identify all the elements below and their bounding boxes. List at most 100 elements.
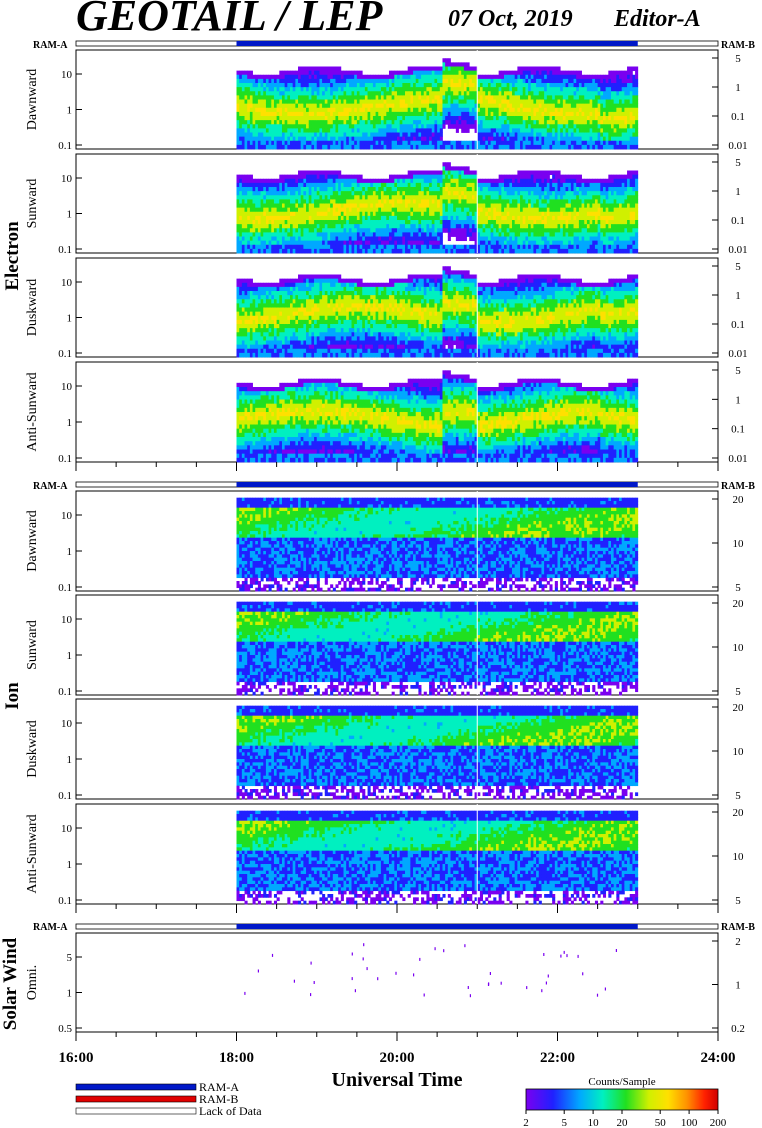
- spectrogram-cell: [271, 108, 274, 113]
- spectrogram-cell: [306, 95, 309, 100]
- spectrogram-cell: [341, 91, 344, 96]
- spectrogram-cell: [261, 108, 264, 113]
- spectrogram-cell: [237, 71, 240, 76]
- spectrogram-cell: [261, 116, 264, 121]
- spectrogram-cell: [279, 133, 282, 138]
- spectrogram-cell: [368, 100, 371, 105]
- spectrogram-cell: [303, 145, 306, 150]
- spectrogram-cell: [352, 87, 355, 92]
- spectrogram-cell: [335, 100, 338, 105]
- spectrogram-cell: [311, 104, 314, 109]
- spectrogram-cell: [368, 124, 371, 129]
- spectrogram-cell: [269, 75, 272, 80]
- spectrogram-cell: [279, 112, 282, 117]
- spectrogram-cell: [327, 104, 330, 109]
- spectrogram-cell: [277, 83, 280, 88]
- spectrogram-cell: [245, 87, 248, 92]
- spectrogram-cell: [266, 83, 269, 88]
- spectrogram-cell: [325, 145, 328, 150]
- spectrogram-cell: [314, 71, 317, 76]
- spectrogram-cell: [360, 120, 363, 125]
- spectrogram-cell: [357, 83, 360, 88]
- spectrogram-cell: [271, 79, 274, 84]
- spectrogram-cell: [287, 145, 290, 150]
- spectrogram-cell: [376, 137, 379, 142]
- spectrogram-cell: [317, 87, 320, 92]
- spectrogram-cell: [384, 145, 387, 150]
- spectrogram-cell: [303, 100, 306, 105]
- spectrogram-cell: [370, 87, 373, 92]
- spectrogram-cell: [333, 71, 336, 76]
- spectrogram-cell: [325, 116, 328, 121]
- spectrogram-cell: [381, 133, 384, 138]
- spectrogram-cell: [319, 79, 322, 84]
- spectrogram-cell: [373, 124, 376, 129]
- spectrogram-cell: [357, 124, 360, 129]
- spectrogram-cell: [261, 137, 264, 142]
- spectrogram-cell: [250, 112, 253, 117]
- spectrogram-cell: [357, 116, 360, 121]
- coverage-bar-electron: RAM-A RAM-B: [33, 40, 755, 51]
- spectrogram-cell: [386, 141, 389, 146]
- spectrogram-cell: [325, 120, 328, 125]
- spectrogram-cell: [322, 145, 325, 150]
- spectrogram-cell: [253, 128, 256, 133]
- spectrogram-cell: [381, 75, 384, 80]
- spectrogram-cell: [386, 100, 389, 105]
- spectrogram-cell: [333, 128, 336, 133]
- spectrogram-cell: [344, 108, 347, 113]
- spectrogram-cell: [392, 87, 395, 92]
- spectrogram-cell: [381, 137, 384, 142]
- spectrogram-cell: [290, 91, 293, 96]
- spectrogram-cell: [378, 91, 381, 96]
- spectrogram-cell: [311, 128, 314, 133]
- spectrogram-cell: [309, 87, 312, 92]
- spectrogram-cell: [306, 87, 309, 92]
- spectrogram-cell: [314, 120, 317, 125]
- spectrogram-cell: [384, 124, 387, 129]
- spectrogram-cell: [333, 67, 336, 72]
- spectrogram-cell: [279, 91, 282, 96]
- spectrogram-cell: [319, 83, 322, 88]
- spectrogram-cell: [317, 67, 320, 72]
- spectrogram-cell: [303, 83, 306, 88]
- spectrogram-cell: [384, 137, 387, 142]
- spectrogram-cell: [306, 79, 309, 84]
- spectrogram-cell: [269, 112, 272, 117]
- spectrogram-cell: [338, 83, 341, 88]
- spectrogram-cell: [306, 128, 309, 133]
- spectrogram-cell: [266, 104, 269, 109]
- spectrogram-cell: [354, 91, 357, 96]
- spectrogram-cell: [384, 116, 387, 121]
- spectrogram-cell: [293, 79, 296, 84]
- spectrogram-cell: [242, 75, 245, 80]
- spectrogram-cell: [269, 100, 272, 105]
- spectrogram-cell: [306, 71, 309, 76]
- spectrogram-cell: [295, 100, 298, 105]
- spectrogram-cell: [266, 120, 269, 125]
- spectrogram-cell: [381, 120, 384, 125]
- spectrogram-cell: [279, 116, 282, 121]
- spectrogram-cell: [237, 100, 240, 105]
- spectrogram-cell: [245, 141, 248, 146]
- spectrogram-cell: [365, 137, 368, 142]
- spectrogram-cell: [373, 112, 376, 117]
- spectrogram-cell: [298, 128, 301, 133]
- spectrogram-cell: [341, 137, 344, 142]
- spectrogram-cell: [309, 83, 312, 88]
- spectrogram-cell: [282, 116, 285, 121]
- spectrogram-cell: [250, 145, 253, 150]
- spectrogram-cell: [258, 91, 261, 96]
- spectrogram-cell: [261, 83, 264, 88]
- spectrogram-cell: [271, 75, 274, 80]
- spectrogram-cell: [357, 120, 360, 125]
- spectrogram-cell: [333, 145, 336, 150]
- spectrogram-cell: [376, 112, 379, 117]
- spectrogram-cell: [301, 128, 304, 133]
- spectrogram-cell: [269, 137, 272, 142]
- spectrogram-cell: [341, 87, 344, 92]
- spectrogram-cell: [258, 112, 261, 117]
- spectrogram-cell: [290, 120, 293, 125]
- spectrogram-cell: [370, 104, 373, 109]
- spectrogram-cell: [258, 128, 261, 133]
